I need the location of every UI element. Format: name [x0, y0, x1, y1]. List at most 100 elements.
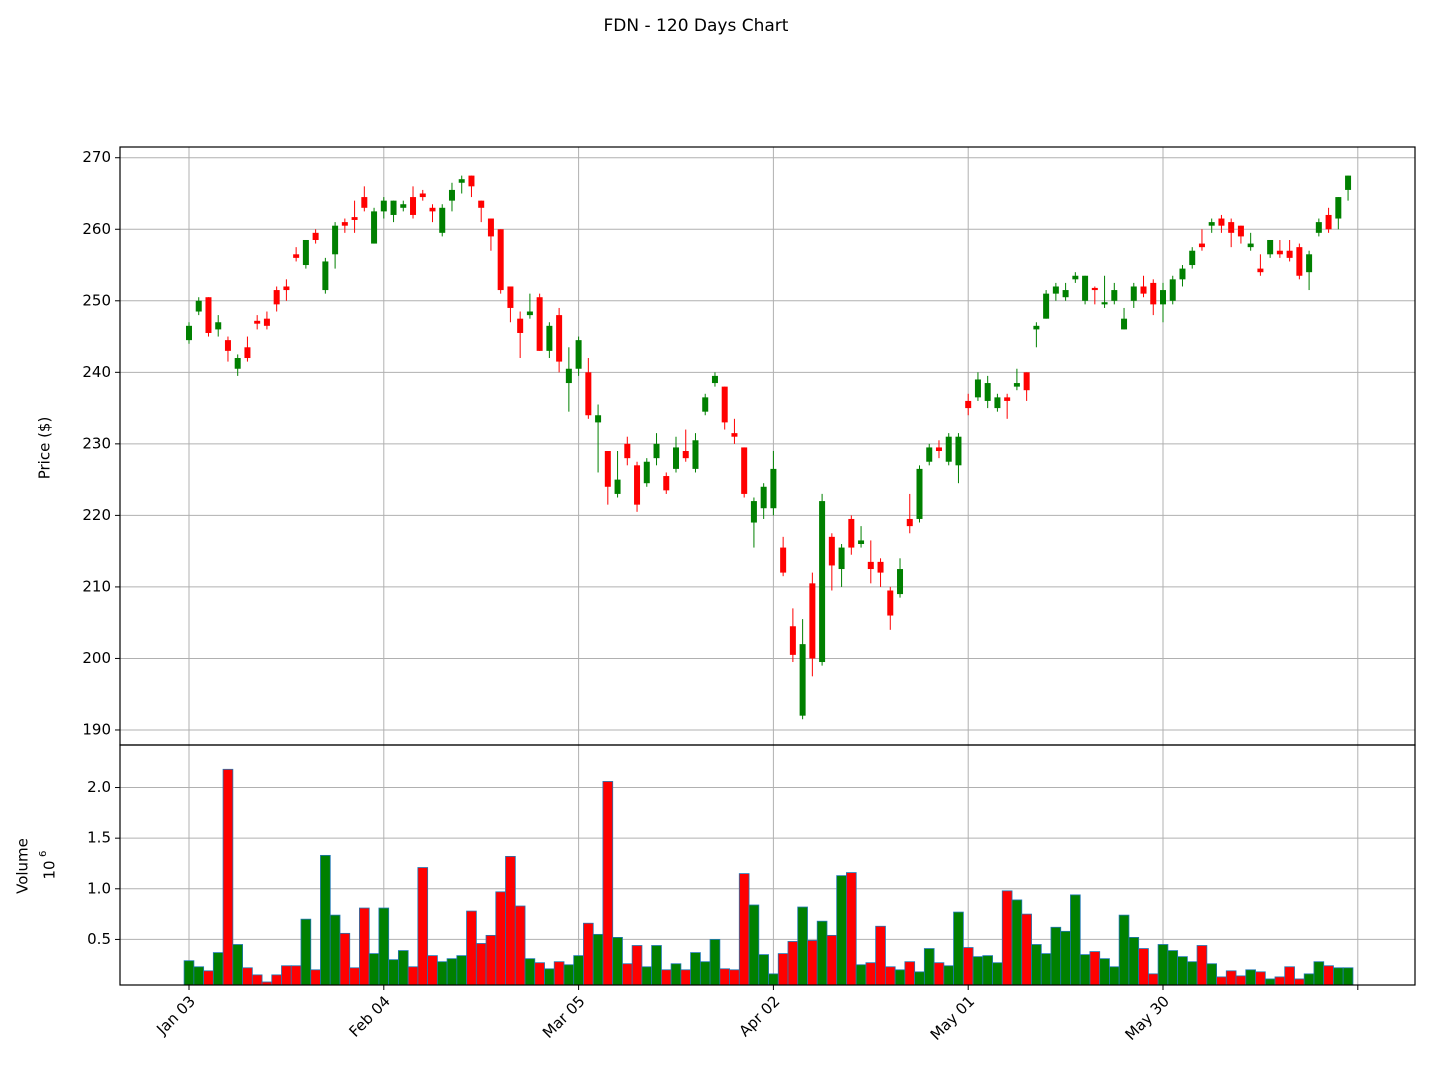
- candle-body: [887, 590, 894, 616]
- volume-bar: [1118, 914, 1130, 986]
- volume-bar: [378, 907, 390, 986]
- candle-body: [1062, 290, 1069, 298]
- candle-body: [643, 461, 650, 484]
- volume-bar: [1294, 978, 1305, 986]
- volume-bar: [1021, 913, 1032, 986]
- candle-body: [400, 204, 407, 208]
- candle-body: [224, 340, 231, 351]
- candle-body: [780, 547, 787, 573]
- volume-bar: [514, 905, 526, 986]
- volume-bar: [690, 952, 701, 986]
- candle-body: [1072, 275, 1079, 280]
- volume-bar: [495, 891, 506, 986]
- candle-body: [585, 372, 592, 416]
- candle-body: [1140, 286, 1147, 294]
- volume-bar: [602, 781, 614, 986]
- candle-body: [556, 315, 563, 362]
- volume-bar: [300, 918, 312, 986]
- volume-bar: [1235, 975, 1247, 986]
- candle-body: [1198, 243, 1205, 248]
- volume-bar: [329, 914, 341, 986]
- candle-body: [595, 415, 602, 423]
- candle-body: [955, 436, 962, 466]
- volume-bar: [1342, 967, 1354, 986]
- volume-bar: [865, 962, 877, 986]
- volume-bar: [251, 974, 263, 986]
- volume-bar: [417, 867, 429, 986]
- volume-bar: [534, 962, 545, 986]
- candle-body: [1179, 268, 1186, 280]
- volume-bar: [923, 948, 935, 986]
- candle-body: [682, 451, 689, 459]
- volume-bar: [1333, 967, 1344, 986]
- volume-bar: [446, 958, 458, 986]
- candle-body: [293, 254, 300, 258]
- candle-body: [478, 200, 485, 208]
- volume-bar: [1274, 976, 1286, 986]
- candle-body: [1169, 279, 1176, 301]
- volume-bar: [992, 962, 1003, 986]
- volume-bar: [544, 968, 555, 986]
- candle-body: [215, 322, 222, 330]
- volume-bar: [1001, 890, 1013, 986]
- candle-body: [1101, 302, 1108, 305]
- volume-bar: [680, 969, 692, 986]
- candle-body: [614, 479, 621, 494]
- volume-bar: [826, 934, 838, 986]
- candle-body: [770, 468, 777, 509]
- x-tick-label: May 30: [1121, 992, 1173, 1044]
- candle-body: [789, 626, 796, 655]
- candle-body: [302, 239, 309, 266]
- candle-body: [711, 375, 718, 384]
- volume-bar: [1255, 971, 1266, 986]
- candle-body: [565, 368, 572, 384]
- volume-bar: [281, 965, 292, 986]
- volume-bar: [1284, 966, 1295, 986]
- candle-body: [439, 207, 446, 233]
- y-tick-label: 250: [82, 291, 111, 309]
- candle-body: [448, 189, 455, 201]
- candle-body: [858, 540, 865, 544]
- volume-bar: [1323, 965, 1334, 986]
- volume-bar: [855, 964, 867, 986]
- volume-bar: [290, 965, 302, 986]
- volume-bar: [1157, 944, 1169, 986]
- volume-bar: [729, 969, 740, 986]
- candle-body: [906, 518, 913, 527]
- volume-bar: [1128, 937, 1140, 986]
- x-tick-label: Jan 03: [152, 992, 199, 1039]
- candle-body: [1004, 397, 1011, 401]
- y-tick-label: 1.5: [87, 829, 111, 847]
- candle-body: [419, 193, 426, 198]
- volume-bar: [1216, 976, 1227, 986]
- volume-bar: [875, 925, 886, 986]
- candle-body: [1345, 175, 1352, 190]
- y-tick-label: 200: [82, 649, 111, 667]
- volume-bar: [1089, 951, 1101, 986]
- candle-body: [692, 440, 699, 469]
- candle-body: [1286, 250, 1293, 258]
- volume-bar: [777, 953, 789, 986]
- candle-body: [205, 297, 212, 333]
- volume-bar: [1167, 950, 1179, 986]
- volume-bar: [1245, 969, 1256, 986]
- volume-bar: [368, 953, 380, 986]
- volume-bar: [583, 922, 594, 986]
- candle-body: [536, 297, 543, 351]
- candle-body: [721, 386, 728, 423]
- volume-scale-base: 10: [41, 860, 59, 879]
- candle-body: [1043, 293, 1050, 319]
- y-tick-label: 210: [82, 577, 111, 595]
- volume-bar: [748, 904, 760, 986]
- candle-body: [341, 222, 348, 226]
- volume-bar: [962, 947, 974, 986]
- chart-title: FDN - 120 Days Chart: [604, 16, 789, 36]
- candle-body: [926, 447, 933, 462]
- volume-bar: [222, 768, 234, 986]
- candle-body: [283, 286, 290, 291]
- volume-bar: [271, 974, 282, 986]
- candle-body: [254, 320, 261, 324]
- volume-bar: [670, 963, 682, 986]
